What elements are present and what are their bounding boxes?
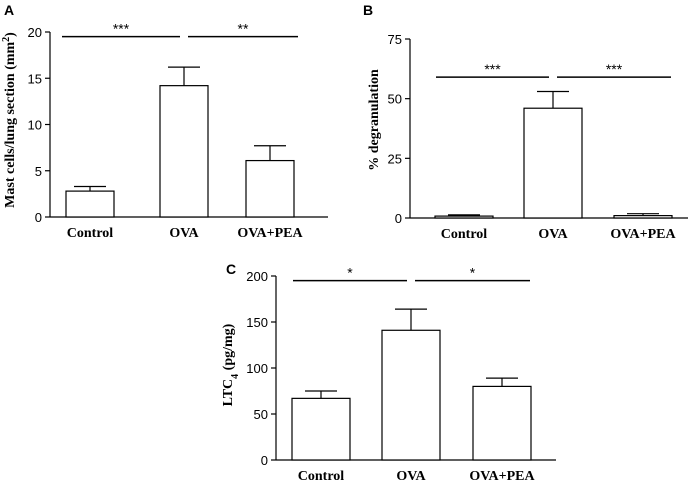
panel-a-bar-ova: [159, 85, 209, 218]
panel-a-x-tick-label: OVA: [169, 226, 199, 241]
panel-c-x-tick-label: OVA: [396, 469, 426, 484]
panel-a-bar-control: [65, 190, 115, 218]
panel-c-y-tick-label: 0: [261, 453, 268, 468]
panel-a-significance-label: ***: [113, 21, 130, 37]
panel-b-letter: B: [363, 2, 373, 18]
panel-b-bar-ova-pea: [613, 215, 673, 219]
panel-b-y-tick-label: 25: [388, 151, 402, 166]
panel-b-x-tick-label: Control: [441, 227, 488, 242]
panel-a-x-tick-label: OVA+PEA: [237, 226, 303, 241]
panel-c-y-tick-label: 150: [246, 315, 268, 330]
panel-c-y-tick-label: 200: [246, 269, 268, 284]
panel-a-y-tick-label: 15: [28, 71, 42, 86]
panel-a-bar-ova-pea: [245, 159, 295, 218]
panel-a-y-tick-label: 0: [35, 210, 42, 225]
panel-a-y-tick-label: 5: [35, 164, 42, 179]
panel-c-letter: C: [226, 261, 236, 277]
panel-c-x-tick-label: OVA+PEA: [469, 469, 535, 484]
panel-b-bar-control: [434, 215, 494, 219]
panel-b-significance-label: ***: [606, 61, 623, 77]
panel-b-y-tick-label: 0: [395, 211, 402, 226]
panel-a-x-tick-label: Control: [67, 226, 114, 241]
panel-a-y-tick-label: 10: [28, 118, 42, 133]
panel-c-y-tick-label: 100: [246, 361, 268, 376]
panel-b-x-tick-label: OVA: [538, 227, 568, 242]
panel-a-significance-label: **: [238, 21, 249, 37]
panel-c-bar-ova-pea: [472, 385, 532, 461]
panel-c-x-tick-label: Control: [298, 469, 345, 484]
panel-b-y-tick-label: 50: [388, 92, 402, 107]
panel-c-y-tick-label: 50: [254, 407, 268, 422]
panel-c-significance-label: *: [470, 265, 476, 281]
panel-b-y-tick-label: 75: [388, 32, 402, 47]
panel-b-x-tick-label: OVA+PEA: [610, 227, 676, 242]
panel-b-y-axis-label: % degranulation: [367, 69, 382, 171]
panel-b-significance-label: ***: [484, 61, 501, 77]
panel-a-y-axis-label: Mast cells/lung section (mm2): [1, 32, 19, 208]
panel-b-bar-ova: [523, 107, 583, 219]
panel-c-bar-ova: [381, 329, 441, 461]
panel-c-y-axis-label: LTC4 (pg/mg): [221, 323, 241, 406]
panel-c-significance-label: *: [347, 265, 353, 281]
panel-a-letter: A: [4, 2, 14, 18]
panel-a-y-tick-label: 20: [28, 25, 42, 40]
panel-c-bar-control: [291, 397, 351, 461]
